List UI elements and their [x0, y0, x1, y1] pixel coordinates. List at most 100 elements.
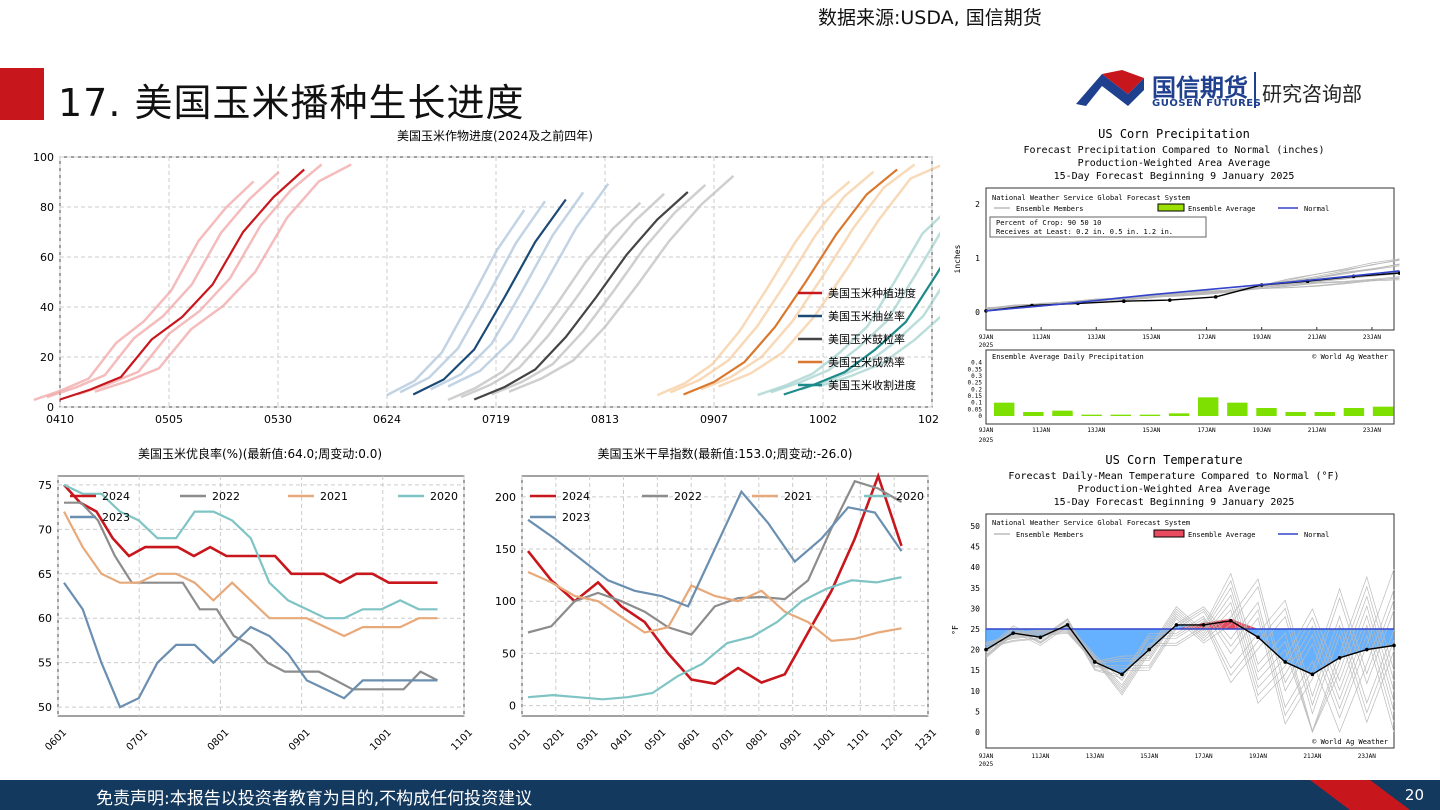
- progress-x-tick: 0530: [264, 413, 292, 426]
- precip-x-ticks: 9JAN 11JAN 13JAN 15JAN 17JAN 19JAN 21JAN 23JAN: [979, 327, 1381, 341]
- dro-x-tick: 0401: [609, 727, 635, 753]
- temp-y-tick: 40: [970, 563, 980, 572]
- temp-credit: © World Ag Weather: [1312, 738, 1388, 746]
- progress-y-ticks: 0 20 40 60 80 100: [33, 151, 54, 414]
- temp-lines: [984, 568, 1396, 734]
- precip-daily-bar: [1198, 397, 1219, 416]
- temp-avg-point: [1229, 618, 1233, 623]
- footer-accent-shape: [1310, 780, 1440, 810]
- rating-chart-title: 美国玉米优良率(%)(最新值:64.0;周变动:0.0): [138, 446, 382, 461]
- precip-x-tick: 17JAN: [1198, 334, 1216, 341]
- precip-daily-x-tick: 9JAN: [979, 427, 994, 434]
- precip-avg-point: [1122, 299, 1126, 303]
- temp-avg-point: [1120, 672, 1124, 677]
- progress-legend-label: 美国玉米收割进度: [828, 378, 916, 392]
- precip-daily-x-tick: 21JAN: [1308, 427, 1326, 434]
- drought-legend: 2024 2022 2021 2020 2023: [530, 490, 924, 524]
- precip-x-tick: 19JAN: [1253, 334, 1271, 341]
- progress-x-ticks: 0410 0505 0530 0624 0719 0813 0907 1002 1027: [46, 413, 946, 426]
- brand-logo: 国信期货 GUOSEN FUTURES 研究咨询部: [1072, 64, 1372, 116]
- precip-title-1: US Corn Precipitation: [1098, 127, 1250, 141]
- precip-x-tick: 9JAN: [979, 334, 994, 341]
- rat-y-tick: 50: [38, 701, 52, 714]
- precip-legend-members: Ensemble Members: [1016, 205, 1083, 213]
- temp-x-tick: 23JAN: [1358, 753, 1376, 760]
- temp-y-tick: 50: [970, 522, 980, 531]
- temp-avg-line: [985, 620, 1395, 676]
- logo-divider: [1254, 72, 1256, 108]
- drought-lines: [526, 472, 903, 701]
- progress-line-2: [473, 191, 689, 401]
- rat-line-2020: [63, 483, 438, 620]
- temp-legend-avg-swatch: [1153, 529, 1185, 538]
- precip-year-label: 2025: [979, 342, 994, 349]
- rating-grid: [57, 476, 465, 716]
- dro-legend-label: 2023: [562, 511, 590, 524]
- precip-daily-x-ticks: 9JAN 11JAN 13JAN 15JAN 17JAN 19JAN 21JAN 23JAN: [979, 427, 1382, 434]
- precip-y-tick: 1: [975, 254, 980, 263]
- dro-y-tick: 50: [502, 647, 516, 660]
- precip-daily-title: Ensemble Average Daily Precipitation: [992, 353, 1144, 361]
- progress-x-tick: 1027: [918, 413, 940, 426]
- progress-chart-title: 美国玉米作物进度(2024及之前四年): [397, 128, 593, 143]
- precip-daily-y-tick: 0.35: [968, 366, 983, 373]
- rat-x-tick: 0801: [206, 727, 232, 753]
- rat-x-tick: 0601: [43, 727, 69, 753]
- progress-y-tick: 0: [47, 401, 54, 414]
- rating-x-ticks: 0601 0701 0801 0901 1001 1101: [43, 727, 475, 753]
- rating-chart-svg: 美国玉米优良率(%)(最新值:64.0;周变动:0.0) 75 70 65 60 55 5…: [38, 446, 475, 753]
- temp-y-tick: 45: [970, 543, 980, 552]
- temp-avg-point: [1337, 656, 1342, 660]
- precip-daily-x-tick: 23JAN: [1363, 427, 1381, 434]
- precip-plot-frame: [985, 187, 1395, 331]
- precip-daily-y-tick: 0.25: [968, 380, 983, 387]
- rating-legend: 2024 2022 2021 2020 2023: [70, 490, 458, 524]
- rat-x-tick: 1001: [368, 727, 394, 753]
- logo-english: GUOSEN FUTURES: [1152, 98, 1262, 109]
- progress-hist-line: [399, 200, 547, 394]
- precip-daily-bar: [1081, 414, 1102, 416]
- rat-legend-label: 2021: [320, 490, 348, 503]
- progress-hist-line: [700, 163, 916, 391]
- temp-legend-normal: Normal: [1304, 531, 1329, 539]
- dro-x-tick: 0901: [778, 727, 804, 753]
- temp-avg-point: [984, 647, 988, 652]
- temp-legend-members: Ensemble Members: [1016, 531, 1083, 539]
- rat-legend-label: 2023: [102, 511, 130, 524]
- temp-year-label: 2025: [979, 761, 994, 768]
- temp-avg-point: [1392, 643, 1396, 648]
- precip-daily-bar: [1052, 410, 1073, 416]
- progress-line-1: [412, 198, 567, 396]
- precip-x-tick: 11JAN: [1032, 334, 1050, 341]
- dro-x-tick: 0101: [507, 727, 533, 753]
- precip-daily-year-label: 2025: [979, 437, 994, 444]
- precip-daily-x-tick: 13JAN: [1087, 427, 1105, 434]
- temp-y-tick: 30: [970, 604, 980, 613]
- precip-x-tick: 21JAN: [1308, 334, 1326, 341]
- precip-legend-avg-swatch: [1157, 203, 1185, 212]
- progress-hist-line: [717, 163, 944, 388]
- precip-system-label: National Weather Service Global Forecast…: [992, 194, 1190, 202]
- temp-member-line: [985, 572, 1395, 733]
- precip-y-tick: 0: [975, 308, 980, 317]
- progress-x-tick: 0907: [700, 413, 728, 426]
- rat-legend-label: 2020: [430, 490, 458, 503]
- progress-y-tick: 20: [40, 351, 54, 364]
- rating-y-ticks: 75 70 65 60 55 50: [38, 479, 52, 714]
- temp-avg-point: [1283, 660, 1287, 664]
- progress-chart: 美国玉米作物进度(2024及之前四年) 0 20 40 60 80 100 0410 050…: [30, 125, 1044, 435]
- temp-avg-point: [1174, 623, 1179, 627]
- data-source: 数据来源:USDA, 国信期货: [818, 7, 1042, 29]
- progress-y-tick: 60: [40, 251, 54, 264]
- progress-y-tick: 80: [40, 201, 54, 214]
- dro-legend-label: 2020: [896, 490, 924, 503]
- temp-chart: US Corn Temperature Forecast Daily-Mean …: [948, 452, 1400, 774]
- rat-x-tick: 0901: [287, 727, 313, 753]
- temp-avg-point: [1147, 647, 1151, 652]
- precip-normal-line: [985, 270, 1400, 312]
- dro-legend-label: 2024: [562, 490, 590, 503]
- dro-x-tick: 1201: [880, 727, 906, 753]
- precip-daily-bar: [1139, 414, 1161, 416]
- progress-hist-line: [757, 206, 951, 397]
